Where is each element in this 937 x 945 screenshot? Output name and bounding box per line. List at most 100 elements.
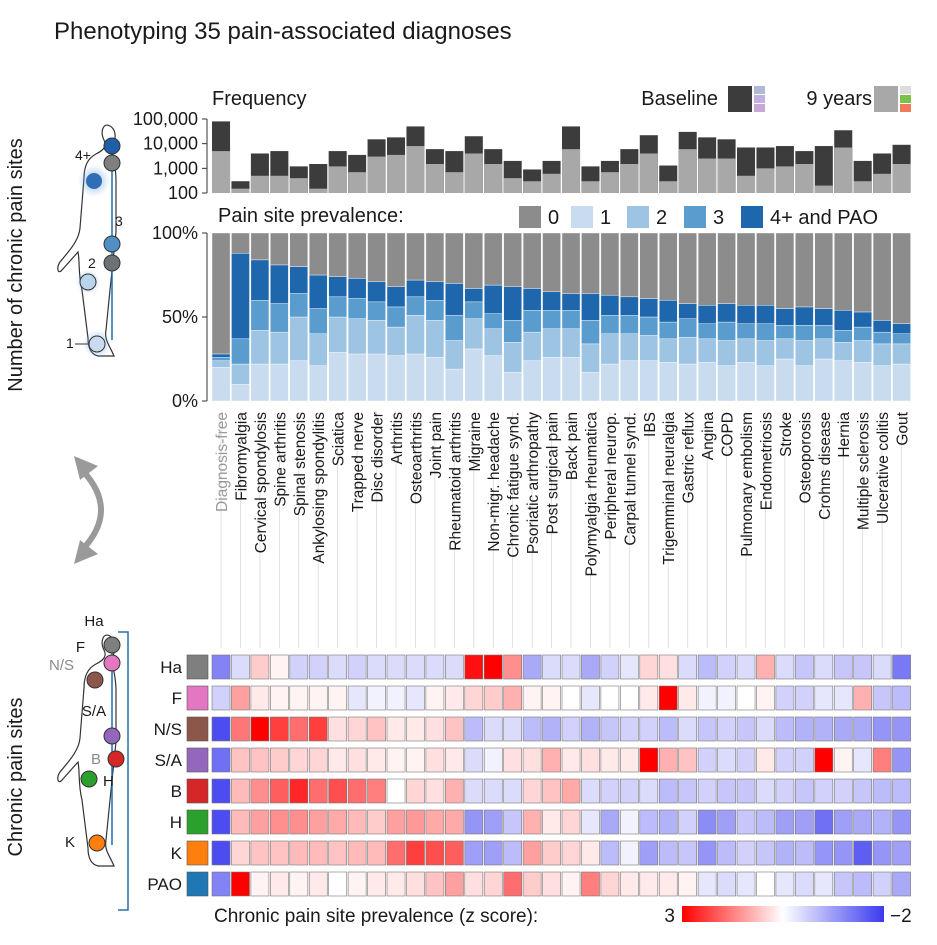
freq-legend-9years-mini-swatch [900,86,911,94]
heatmap-cell [250,716,270,742]
heatmap-cell [250,840,270,866]
heatmap-cell [308,840,328,866]
heatmap-row-label: PAO [147,875,182,894]
heatmap-cell [872,685,892,711]
prev-segment-1 [211,367,231,402]
prev-stack-column [522,232,542,402]
freq-legend-9years-swatch [874,86,898,112]
heatmap-row-swatch [186,809,209,835]
prev-segment-1 [289,360,309,402]
prev-segment-4plus [425,281,445,301]
category-label: Cervical spondylosis [253,412,270,554]
prev-segment-1 [697,362,717,402]
heatmap-cell [639,809,659,835]
prev-segment-0 [270,232,289,266]
prev-segment-0 [814,232,834,309]
heatmap-cell [522,747,542,773]
prev-segment-1 [678,363,697,402]
heatmap-cell [211,871,231,897]
prev-legend-label: 2 [656,207,667,229]
heatmap-cell [328,685,348,711]
prev-segment-3 [464,301,484,319]
heatmap-cell [425,871,445,897]
heatmap-cell [231,716,250,742]
prev-segment-4plus [542,291,561,311]
heatmap-cell [581,747,600,773]
prev-segment-4plus [872,320,892,333]
heatmap-cell [231,871,250,897]
heatmap-cell [464,840,484,866]
heatmap-cell [775,716,795,742]
freq-bar-9years [775,166,794,193]
svg-text:Ha: Ha [84,613,104,630]
heatmap-cell [658,716,678,742]
prev-segment-3 [775,325,795,340]
freq-bar-9years [406,146,425,193]
prev-stack-column [600,232,620,402]
freq-bar-9years [289,178,308,193]
heatmap-cell [853,871,873,897]
heatmap-cell [620,716,639,742]
prev-segment-3 [834,330,853,343]
prev-stack-column [270,232,289,402]
prev-segment-2 [678,336,697,365]
heatmap-cell [697,747,717,773]
prev-segment-1 [484,355,503,402]
svg-text:F: F [76,639,85,656]
svg-text:1: 1 [66,335,74,351]
prev-segment-4plus [309,274,328,309]
heatmap-row-label: S/A [155,751,183,770]
heatmap-cell [717,685,736,711]
heatmap-cell [231,747,250,773]
heatmap-cell [308,685,328,711]
heatmap-cell [833,685,853,711]
freq-bar-9years [659,181,678,193]
prev-stack-column [756,232,775,402]
category-label: Migraine [467,412,484,471]
heatmap-cell [678,871,698,897]
heatmap-cell [872,871,892,897]
heatmap-cell [717,809,736,835]
heatmap-cell [853,685,873,711]
heatmap-cell [542,716,561,742]
heatmap-cell [892,778,911,804]
heatmap-cell [581,840,600,866]
prev-segment-4plus [406,279,425,298]
heatmap-cell [542,809,561,835]
category-label: Trapped nerve [350,412,367,512]
heatmap-cell [308,809,328,835]
count-marker-zero [103,154,121,172]
heatmap-cell [270,840,289,866]
prev-segment-4plus [853,311,872,328]
heatmap-cell [697,778,717,804]
heatmap-cell [211,747,231,773]
heatmap-cell [250,778,270,804]
heatmap-cell [717,778,736,804]
prev-legend-swatch [741,206,763,228]
heatmap-cell [833,747,853,773]
heatmap-cell [872,716,892,742]
prev-stack-column [853,232,872,402]
freq-bar-9years [600,172,619,193]
prev-segment-1 [250,363,270,402]
prev-segment-4plus [522,288,542,311]
heatmap-cell [522,871,542,897]
prev-segment-4plus [464,288,484,303]
left-label-pain-site-count: Number of chronic pain sites [5,138,27,391]
heatmap-cell [289,716,309,742]
prev-segment-2 [270,331,289,365]
heatmap-cell [503,840,523,866]
freq-bar-9years [562,149,581,193]
heatmap-cell [853,654,873,680]
prev-segment-1 [834,360,853,402]
heatmap-cell [211,809,231,835]
category-label: Stroke [778,412,795,457]
prev-chart-title: Pain site prevalence: [218,205,404,227]
prev-segment-2 [639,335,659,361]
prev-segment-0 [425,232,445,282]
heatmap-cell [581,654,600,680]
heatmap-cell [795,778,814,804]
prev-segment-4plus [289,266,309,294]
heatmap-cell [561,871,581,897]
prev-segment-1 [892,363,911,402]
